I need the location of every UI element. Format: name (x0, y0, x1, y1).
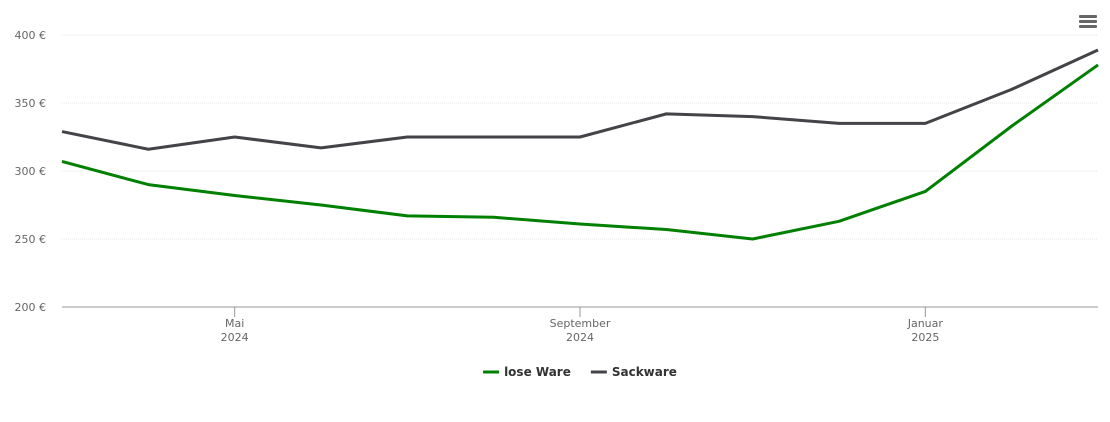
legend-text: Sackware (612, 365, 677, 379)
x-tick-label: Mai 2024 (221, 317, 249, 344)
menu-button[interactable] (1079, 15, 1097, 28)
series-line (61, 48, 1099, 151)
y-tick-label: 250 € (15, 233, 47, 246)
y-tick-label: 200 € (15, 301, 47, 314)
menu-bar (1079, 15, 1097, 18)
y-tick-label: 350 € (15, 97, 47, 110)
y-tick-label: 300 € (15, 165, 47, 178)
menu-bar (1079, 20, 1097, 23)
legend-text: lose Ware (504, 365, 571, 379)
legend-item[interactable]: lose Ware (483, 365, 571, 379)
legend-item[interactable]: Sackware (590, 365, 677, 379)
x-tick-label: September 2024 (550, 317, 611, 344)
x-tick-label: Januar 2025 (907, 317, 944, 344)
series-line (61, 63, 1099, 241)
y-tick-label: 400 € (15, 29, 47, 42)
legend: lose Ware Sackware (483, 365, 677, 379)
menu-bar (1079, 25, 1097, 28)
